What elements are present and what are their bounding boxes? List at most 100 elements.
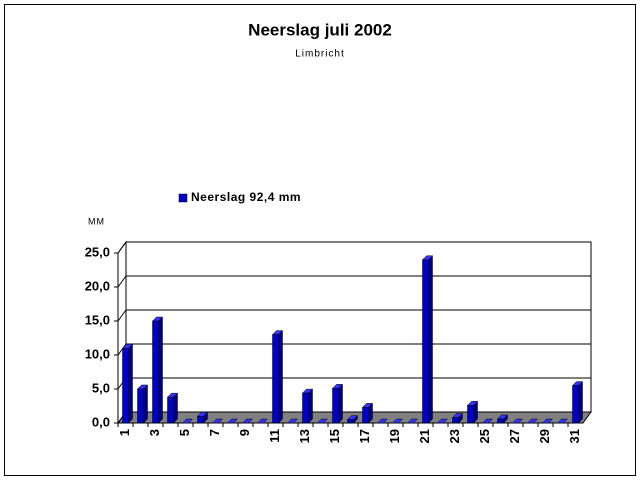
x-tick-label: 9 xyxy=(237,429,252,436)
x-tick-label: 15 xyxy=(327,429,342,443)
bar-top xyxy=(181,418,194,424)
bar-top xyxy=(286,418,299,424)
legend-label: Neerslag 92,4 mm xyxy=(191,190,301,204)
bar-group xyxy=(361,402,374,424)
chart-title: Neerslag juli 2002 xyxy=(248,20,392,39)
legend-swatch xyxy=(178,193,188,203)
bar-group xyxy=(226,418,239,424)
bar-side xyxy=(173,392,178,424)
bar xyxy=(272,334,279,424)
x-tick-label: 11 xyxy=(267,429,282,443)
bar xyxy=(152,320,159,424)
x-tick-label: 17 xyxy=(357,429,372,443)
bar-top xyxy=(556,418,569,424)
bar-top xyxy=(376,418,389,424)
bar-top xyxy=(526,418,539,424)
bar-group xyxy=(481,418,494,424)
bar-top xyxy=(226,418,239,424)
bar xyxy=(302,392,309,424)
bar-group xyxy=(256,418,269,424)
bar-group xyxy=(511,418,524,424)
bar-group xyxy=(136,384,149,424)
x-tick-label: 13 xyxy=(297,429,312,443)
bar-group xyxy=(376,418,389,424)
bar-side xyxy=(308,388,313,424)
bar-side xyxy=(578,380,583,424)
bar-group xyxy=(196,411,209,424)
bar-group xyxy=(451,412,464,424)
bar-group xyxy=(316,418,329,424)
bar xyxy=(197,415,204,424)
x-tick-label: 19 xyxy=(387,429,402,443)
bar-group xyxy=(556,418,569,424)
bar-group xyxy=(151,316,164,424)
bar-group xyxy=(496,414,509,424)
bar-group xyxy=(166,392,179,424)
bar xyxy=(362,407,369,424)
bar xyxy=(422,259,429,424)
x-tick-label: 25 xyxy=(477,429,492,443)
grid-line xyxy=(117,241,127,254)
bar xyxy=(452,417,459,424)
bar-group xyxy=(571,380,584,424)
bar xyxy=(347,419,354,424)
bar-side xyxy=(428,255,433,424)
bar-top xyxy=(256,418,269,424)
bar xyxy=(167,396,174,424)
bar-group xyxy=(331,383,344,424)
y-tick-label: 10,0 xyxy=(85,346,110,361)
bar-group xyxy=(436,418,449,424)
bar-top xyxy=(241,418,254,424)
y-tick-label: 20,0 xyxy=(85,278,110,293)
x-tick-label: 1 xyxy=(117,429,132,436)
bar-top xyxy=(511,418,524,424)
bar-group xyxy=(271,329,284,424)
bar-group xyxy=(121,343,134,424)
y-tick-label: 5,0 xyxy=(92,380,110,395)
bar-group xyxy=(241,418,254,424)
x-tick-label: 29 xyxy=(537,429,552,443)
bar-group xyxy=(181,418,194,424)
back-wall xyxy=(125,241,592,413)
bar-group xyxy=(421,255,434,424)
grid-line xyxy=(117,309,127,322)
x-tick-label: 27 xyxy=(507,429,522,443)
bar-top xyxy=(541,418,554,424)
bar-group xyxy=(391,418,404,424)
x-tick-label: 3 xyxy=(147,429,162,436)
bar-top xyxy=(211,418,224,424)
bar xyxy=(122,347,129,424)
bar xyxy=(137,388,144,424)
y-tick-label: 25,0 xyxy=(85,244,110,259)
bar-top xyxy=(406,418,419,424)
bar xyxy=(467,405,474,424)
y-tick-label: 15,0 xyxy=(85,312,110,327)
bar-top xyxy=(436,418,449,424)
bar xyxy=(497,418,504,424)
y-tick-label: 0,0 xyxy=(92,414,110,429)
bar-top xyxy=(316,418,329,424)
bar-side xyxy=(338,383,343,424)
bar-side xyxy=(278,329,283,424)
bar-group xyxy=(526,418,539,424)
bar xyxy=(572,385,579,424)
bar-top xyxy=(391,418,404,424)
x-tick-label: 23 xyxy=(447,429,462,443)
chart-subtitle: Limbricht xyxy=(295,49,345,60)
bar-top xyxy=(481,418,494,424)
bar-group xyxy=(406,418,419,424)
x-tick-label: 5 xyxy=(177,429,192,436)
bar-group xyxy=(286,418,299,424)
bar-group xyxy=(346,414,359,424)
bar xyxy=(332,388,339,424)
bar-group xyxy=(466,400,479,424)
x-tick-label: 21 xyxy=(417,429,432,443)
grid-line xyxy=(117,275,127,288)
bar-group xyxy=(211,418,224,424)
x-tick-label: 7 xyxy=(207,429,222,436)
y-axis-label: MM xyxy=(88,216,105,226)
bar-side xyxy=(128,343,133,424)
x-tick-label: 31 xyxy=(567,429,582,443)
bar-group xyxy=(541,418,554,424)
